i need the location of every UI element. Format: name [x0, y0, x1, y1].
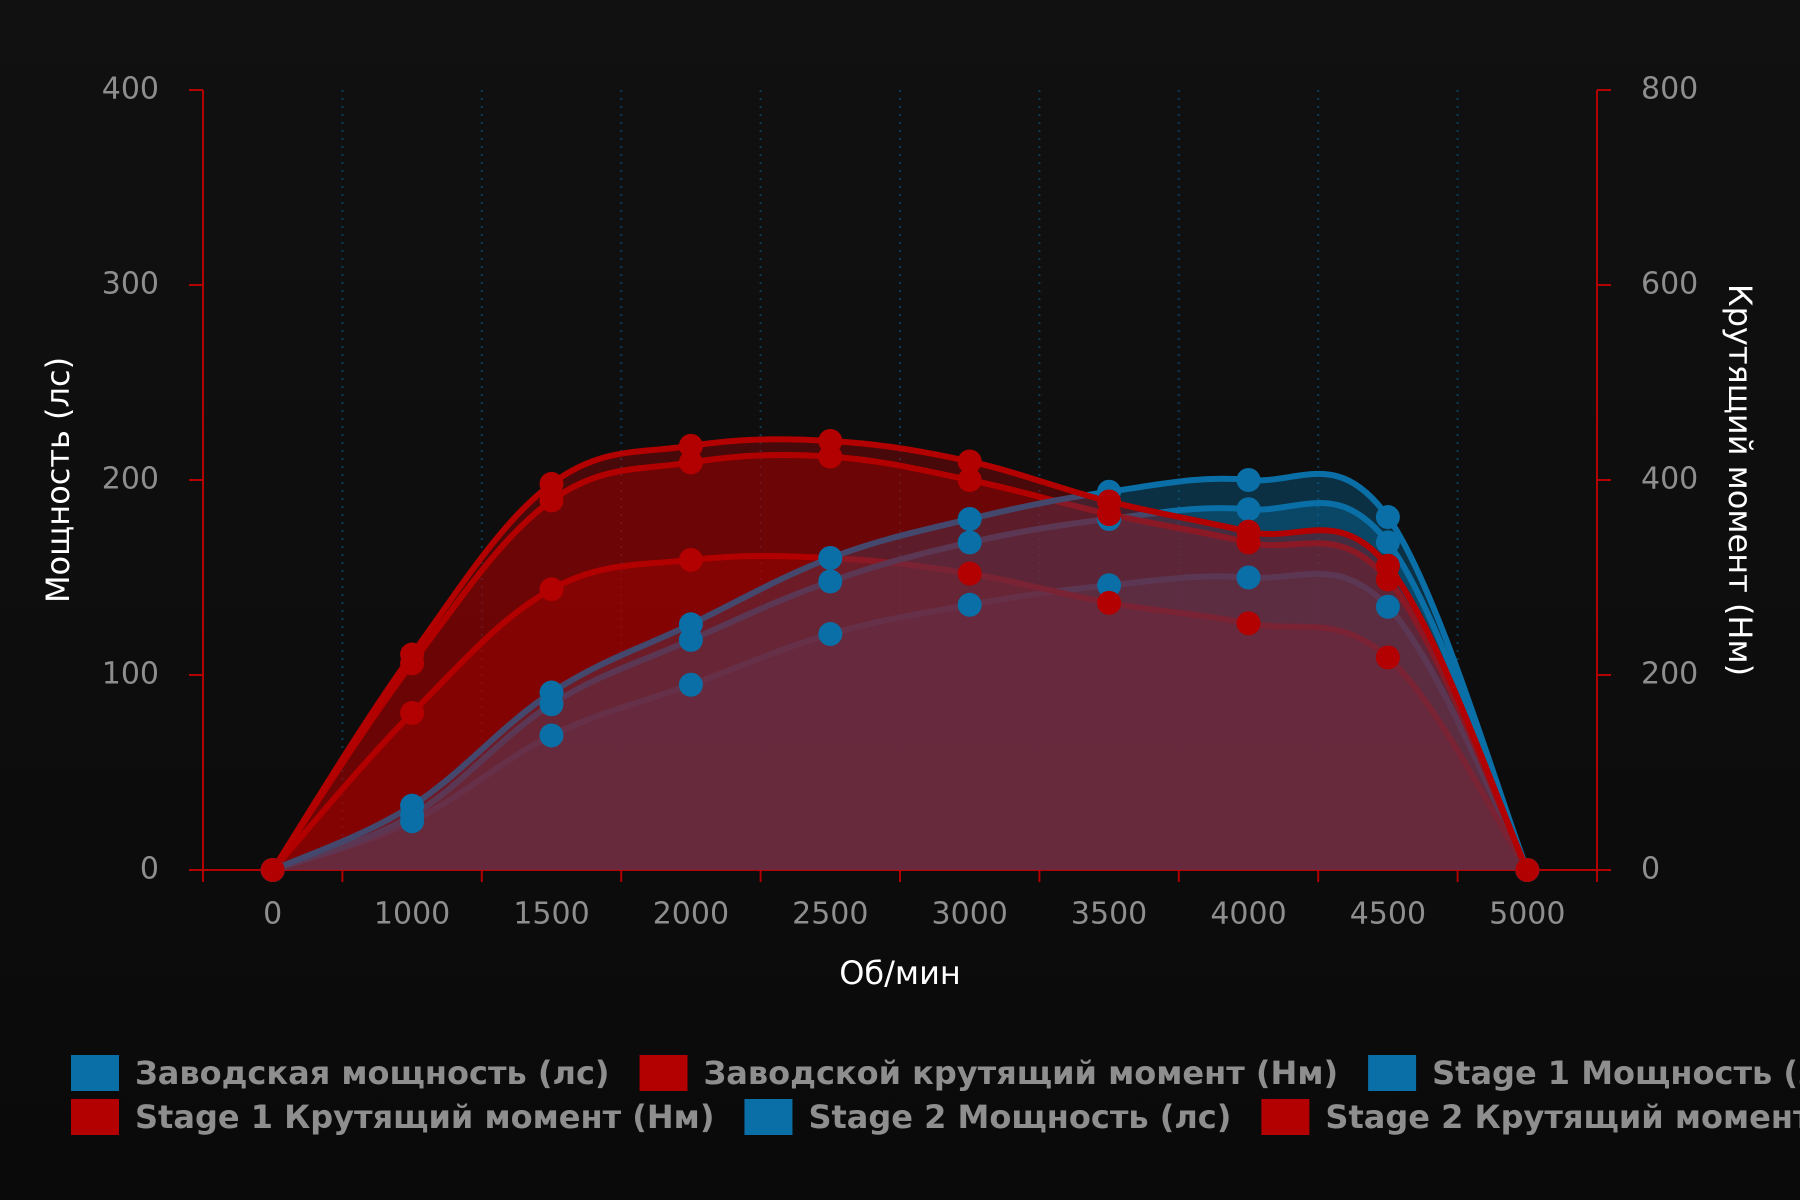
point — [1375, 553, 1400, 578]
legend-swatch — [744, 1099, 793, 1135]
x-tick-label: 4500 — [1350, 897, 1426, 932]
point — [1375, 645, 1400, 670]
point — [539, 471, 564, 496]
point — [1236, 565, 1261, 590]
legend-swatch — [71, 1099, 119, 1135]
legend-item: Заводская мощность (лс) — [71, 1054, 610, 1092]
point — [957, 468, 982, 492]
point — [539, 723, 564, 748]
legend-item: Stage 1 Мощность (лс) — [1368, 1054, 1800, 1092]
point — [1236, 468, 1261, 492]
x-tick-label: 2000 — [653, 897, 729, 932]
plot — [260, 429, 1540, 882]
point — [1236, 497, 1261, 522]
point — [539, 488, 564, 513]
y2-tick-label: 400 — [1641, 462, 1698, 497]
series-line — [271, 570, 1530, 873]
y2-axis-title: Крутящий момент (Нм) — [1721, 284, 1759, 676]
point — [957, 449, 982, 474]
legend-item: Заводской крутящий момент (Нм) — [639, 1054, 1339, 1092]
series-area — [272, 454, 1528, 870]
legend-item: Stage 1 Крутящий момент (Нм) — [71, 1098, 714, 1136]
legend-item: Stage 2 Крутящий момент (Нм) — [1261, 1098, 1800, 1136]
point — [1375, 530, 1400, 555]
y2-tick-label: 600 — [1641, 267, 1698, 302]
x-tick-label: 4000 — [1210, 897, 1286, 932]
point — [1097, 590, 1122, 615]
point — [957, 507, 982, 531]
point — [400, 642, 425, 667]
series-area — [272, 555, 1528, 870]
series-area — [272, 573, 1528, 870]
x-tick-label: 3000 — [932, 897, 1008, 932]
legend-item: Stage 2 Мощность (лс) — [744, 1098, 1231, 1136]
y-tick-label: 400 — [102, 72, 159, 107]
y-tick-label: 0 — [140, 852, 159, 887]
legend-swatch — [1261, 1099, 1310, 1135]
series-area — [272, 503, 1528, 870]
y2-tick-label: 200 — [1641, 657, 1698, 692]
series-line — [271, 500, 1531, 873]
legend-label: Stage 2 Мощность (лс) — [808, 1098, 1231, 1136]
x-tick-label: 0 — [263, 897, 282, 932]
legend-swatch — [71, 1055, 119, 1091]
legend-label: Заводской крутящий момент (Нм) — [704, 1054, 1339, 1092]
point — [678, 450, 703, 475]
point — [818, 622, 843, 647]
point — [1097, 573, 1122, 598]
legend-label: Stage 1 Мощность (лс) — [1432, 1054, 1800, 1092]
point — [678, 433, 703, 458]
y-tick-label: 300 — [102, 267, 159, 302]
point — [1375, 594, 1400, 619]
legend-label: Stage 1 Крутящий момент (Нм) — [135, 1098, 714, 1136]
point — [400, 793, 425, 818]
legend-swatch — [1368, 1055, 1417, 1091]
legend-swatch — [639, 1055, 688, 1091]
point — [1375, 505, 1400, 530]
point — [678, 547, 703, 572]
y-tick-label: 100 — [102, 657, 159, 692]
series-area — [272, 473, 1528, 870]
x-tick-label: 1000 — [374, 897, 450, 932]
legend-label: Заводская мощность (лс) — [135, 1054, 610, 1092]
x-tick-label: 2500 — [792, 897, 868, 932]
y-axis-title: Мощность (лс) — [39, 357, 77, 603]
y-tick-label: 200 — [102, 462, 159, 497]
y2-tick-label: 0 — [1641, 852, 1660, 887]
point — [1236, 611, 1261, 636]
point — [1097, 489, 1122, 514]
series-area — [272, 439, 1528, 870]
x-tick-label: 5000 — [1489, 897, 1565, 932]
point — [678, 672, 703, 697]
x-axis-title: Об/мин — [839, 954, 961, 992]
point — [539, 680, 564, 705]
legend-label: Stage 2 Крутящий момент (Нм) — [1325, 1098, 1800, 1136]
point — [260, 858, 285, 882]
point — [818, 429, 843, 453]
point — [818, 569, 843, 594]
point — [1515, 858, 1540, 882]
point — [957, 530, 982, 555]
point — [1236, 519, 1261, 544]
point — [539, 577, 564, 602]
point — [957, 592, 982, 617]
series-line — [270, 552, 1530, 872]
point — [400, 701, 425, 726]
point — [678, 612, 703, 637]
series-line — [270, 451, 1531, 872]
point — [818, 546, 843, 570]
x-tick-label: 1500 — [513, 897, 589, 932]
point — [957, 561, 982, 586]
y2-tick-label: 800 — [1641, 72, 1698, 107]
series-line — [270, 436, 1531, 872]
x-tick-label: 3500 — [1071, 897, 1147, 932]
